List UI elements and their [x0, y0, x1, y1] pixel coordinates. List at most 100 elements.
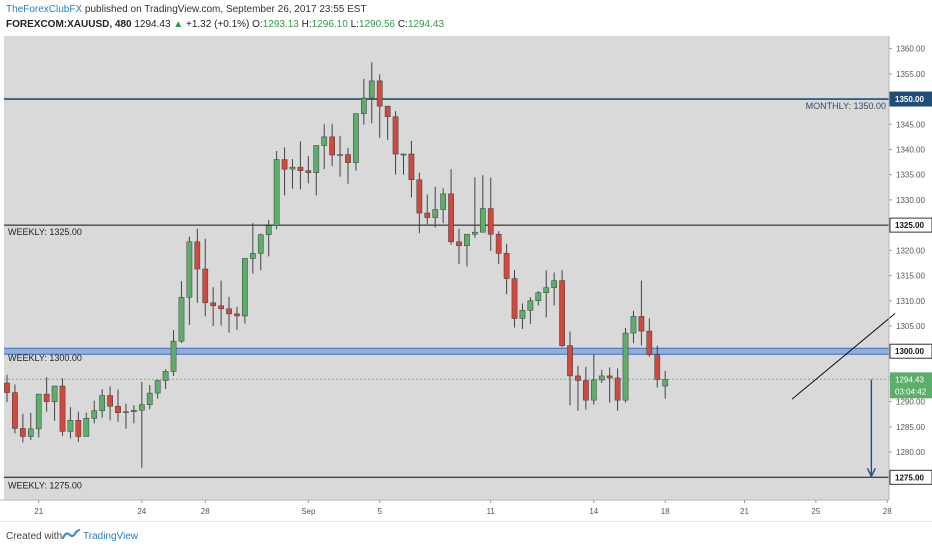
candle-body[interactable] — [265, 225, 272, 235]
candle-body[interactable] — [234, 313, 240, 317]
candle-body[interactable] — [654, 354, 661, 380]
price-axis[interactable] — [889, 36, 932, 500]
candle-body[interactable] — [83, 418, 90, 437]
candle-body[interactable] — [146, 392, 153, 405]
candle-body[interactable] — [662, 379, 669, 387]
candle-body[interactable] — [559, 280, 565, 346]
candle-body[interactable] — [495, 233, 502, 254]
candle-body[interactable] — [337, 154, 343, 156]
candle-body[interactable] — [400, 153, 407, 156]
candle-body[interactable] — [440, 193, 446, 210]
candle-body[interactable] — [376, 80, 383, 107]
candle-body[interactable] — [35, 393, 42, 430]
candle-body[interactable] — [432, 209, 439, 218]
candle-body[interactable] — [353, 113, 359, 163]
candle-body[interactable] — [4, 382, 10, 393]
candle-body[interactable] — [590, 379, 597, 401]
candle-body[interactable] — [162, 371, 169, 381]
candle-body[interactable] — [249, 253, 256, 259]
y-tick-label: 1345.00 — [896, 120, 925, 129]
candle-body[interactable] — [297, 166, 304, 171]
candle-body[interactable] — [313, 145, 320, 173]
candle-body[interactable] — [107, 395, 113, 407]
candle-body[interactable] — [194, 241, 201, 270]
plot-area[interactable] — [4, 36, 889, 500]
y-tick-label: 1285.00 — [896, 423, 925, 432]
candle-body[interactable] — [392, 116, 399, 155]
candle-body[interactable] — [43, 393, 50, 402]
candle-body[interactable] — [511, 278, 518, 319]
candle-body[interactable] — [59, 385, 66, 432]
candle-body[interactable] — [242, 258, 248, 317]
candle-body[interactable] — [273, 159, 280, 226]
candle-body[interactable] — [464, 233, 470, 247]
candle-body[interactable] — [289, 166, 296, 170]
candle-body[interactable] — [575, 375, 581, 381]
candle-body[interactable] — [12, 392, 18, 429]
candle-body[interactable] — [416, 179, 423, 214]
candle-body[interactable] — [408, 153, 415, 180]
candle-body[interactable] — [567, 345, 573, 377]
candle-body[interactable] — [630, 316, 637, 334]
candle-body[interactable] — [329, 136, 335, 156]
candle-body[interactable] — [67, 420, 74, 432]
candle-body[interactable] — [51, 385, 58, 402]
candle-body[interactable] — [646, 330, 653, 355]
candle-body[interactable] — [99, 395, 106, 411]
candle-body[interactable] — [527, 300, 534, 311]
candle-body[interactable] — [218, 305, 224, 310]
candle-body[interactable] — [186, 241, 193, 298]
candle-body[interactable] — [131, 409, 137, 412]
candle-body[interactable] — [606, 375, 613, 379]
candle-body[interactable] — [638, 316, 645, 332]
time-axis[interactable] — [0, 500, 932, 521]
chart-header: TheForexClubFX published on TradingView.… — [0, 0, 932, 36]
trendline[interactable] — [791, 313, 896, 400]
candle-body[interactable] — [622, 332, 629, 401]
candle-body[interactable] — [614, 377, 621, 401]
candle-body[interactable] — [487, 208, 494, 235]
author-link[interactable]: TheForexClubFX — [6, 4, 83, 15]
price-level-badge-label: 1350.00 — [895, 95, 924, 104]
candle-body[interactable] — [27, 428, 34, 437]
candle-body[interactable] — [345, 154, 351, 163]
candle-body[interactable] — [472, 231, 478, 235]
candle-body[interactable] — [361, 97, 367, 114]
candle-body[interactable] — [257, 234, 264, 254]
candle-body[interactable] — [170, 340, 177, 372]
candle-body[interactable] — [154, 380, 161, 394]
price-chart[interactable]: MONTHLY: 1350.00 WEEKLY: 1325.00 WEEKLY: 1… — [0, 36, 932, 521]
candle-body[interactable] — [138, 404, 145, 411]
candle-body[interactable] — [384, 105, 391, 117]
candle-body[interactable] — [123, 411, 129, 413]
tradingview-link[interactable]: TradingView — [83, 531, 139, 542]
candle-body[interactable] — [368, 80, 375, 99]
candle-body[interactable] — [456, 241, 462, 247]
open-value: 1293.13 — [262, 19, 299, 30]
candle-body[interactable] — [75, 420, 82, 437]
candle-body[interactable] — [448, 193, 454, 243]
candle-body[interactable] — [178, 297, 185, 342]
ohlc-legend: FOREXCOM:XAUUSD, 480 1294.43 ▲ +1.32 (+0… — [6, 19, 444, 30]
candle-body[interactable] — [115, 405, 121, 413]
candle-body[interactable] — [281, 159, 288, 170]
candle-body[interactable] — [551, 280, 558, 288]
candle-body[interactable] — [424, 212, 431, 218]
candle-body[interactable] — [479, 208, 486, 233]
candle-body[interactable] — [519, 310, 526, 319]
candle-body[interactable] — [535, 292, 542, 302]
footer: Created with TradingView — [0, 521, 932, 551]
candle-body[interactable] — [202, 268, 209, 304]
candle-body[interactable] — [503, 253, 510, 279]
candle-body[interactable] — [226, 308, 232, 315]
candle-body[interactable] — [305, 170, 312, 173]
candle-body[interactable] — [20, 428, 26, 437]
candle-body[interactable] — [210, 302, 217, 307]
candle-body[interactable] — [91, 410, 98, 419]
candle-body[interactable] — [321, 136, 328, 146]
open-label: O: — [252, 19, 263, 30]
candle-body[interactable] — [583, 380, 589, 401]
candle-body[interactable] — [598, 375, 605, 381]
y-tick-label: 1330.00 — [896, 196, 925, 205]
candle-body[interactable] — [543, 287, 550, 293]
